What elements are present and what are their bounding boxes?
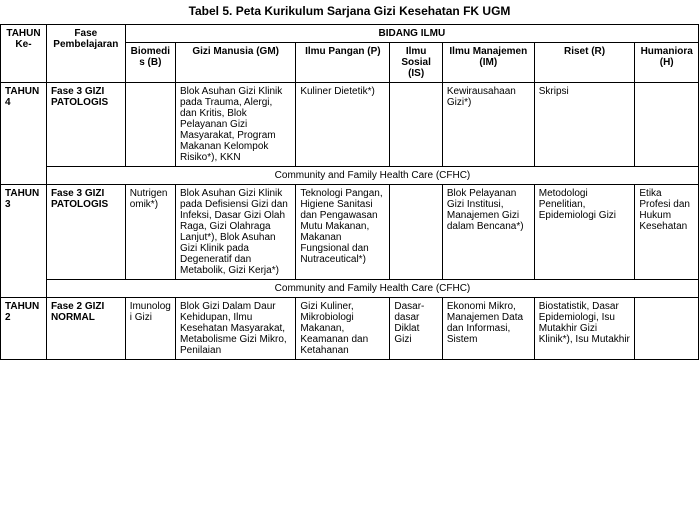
header-row-1: TAHUN Ke- Fase Pembelajaran BIDANG ILMU [1,25,699,43]
header-biomedis: Biomedis (B) [125,43,175,83]
tahun3-gm: Blok Asuhan Gizi Klinik pada Defisiensi … [176,185,296,280]
tahun3-b: Nutrigenomik*) [125,185,175,280]
cfhc1-cell: Community and Family Health Care (CFHC) [46,167,698,185]
tahun3-is [390,185,443,280]
tahun3-r: Metodologi Penelitian, Epidemiologi Gizi [534,185,635,280]
tahun2-label: TAHUN 2 [1,298,47,360]
header-riset: Riset (R) [534,43,635,83]
tahun2-is: Dasar-dasar Diklat Gizi [390,298,443,360]
tahun4-label: TAHUN 4 [1,83,47,185]
row-tahun3: TAHUN 3 Fase 3 GIZI PATOLOGIS Nutrigenom… [1,185,699,280]
row-tahun4: TAHUN 4 Fase 3 GIZI PATOLOGIS Blok Asuha… [1,83,699,167]
tahun3-label: TAHUN 3 [1,185,47,298]
tahun4-gm: Blok Asuhan Gizi Klinik pada Trauma, Ale… [176,83,296,167]
row-cfhc-1: Community and Family Health Care (CFHC) [1,167,699,185]
tahun4-p: Kuliner Dietetik*) [296,83,390,167]
tahun3-h: Etika Profesi dan Hukum Kesehatan [635,185,699,280]
tahun2-p: Gizi Kuliner, Mikrobiologi Makanan, Keam… [296,298,390,360]
header-ilmu-pangan: Ilmu Pangan (P) [296,43,390,83]
header-gizi-manusia: Gizi Manusia (GM) [176,43,296,83]
header-tahun: TAHUN Ke- [1,25,47,83]
header-humaniora: Humaniora (H) [635,43,699,83]
row-tahun2: TAHUN 2 Fase 2 GIZI NORMAL Imunologi Giz… [1,298,699,360]
tahun3-fase: Fase 3 GIZI PATOLOGIS [46,185,125,280]
tahun2-r: Biostatistik, Dasar Epidemiologi, Isu Mu… [534,298,635,360]
page-title: Tabel 5. Peta Kurikulum Sarjana Gizi Kes… [0,0,699,24]
header-bidang: BIDANG ILMU [125,25,698,43]
header-fase: Fase Pembelajaran [46,25,125,83]
tahun2-h [635,298,699,360]
tahun4-r: Skripsi [534,83,635,167]
curriculum-table: TAHUN Ke- Fase Pembelajaran BIDANG ILMU … [0,24,699,360]
tahun3-im: Blok Pelayanan Gizi Institusi, Manajemen… [442,185,534,280]
tahun2-gm: Blok Gizi Dalam Daur Kehidupan, Ilmu Kes… [176,298,296,360]
tahun4-is [390,83,443,167]
cfhc2-cell: Community and Family Health Care (CFHC) [46,280,698,298]
tahun2-fase: Fase 2 GIZI NORMAL [46,298,125,360]
tahun2-b: Imunologi Gizi [125,298,175,360]
header-ilmu-manajemen: Ilmu Manajemen (IM) [442,43,534,83]
tahun4-fase: Fase 3 GIZI PATOLOGIS [46,83,125,167]
tahun4-b [125,83,175,167]
tahun4-im: Kewirausahaan Gizi*) [442,83,534,167]
tahun3-p: Teknologi Pangan, Higiene Sanitasi dan P… [296,185,390,280]
tahun2-im: Ekonomi Mikro, Manajemen Data dan Inform… [442,298,534,360]
row-cfhc-2: Community and Family Health Care (CFHC) [1,280,699,298]
tahun4-h [635,83,699,167]
header-ilmu-sosial: Ilmu Sosial (IS) [390,43,443,83]
